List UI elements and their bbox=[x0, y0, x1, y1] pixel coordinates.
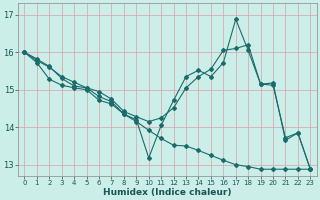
X-axis label: Humidex (Indice chaleur): Humidex (Indice chaleur) bbox=[103, 188, 232, 197]
